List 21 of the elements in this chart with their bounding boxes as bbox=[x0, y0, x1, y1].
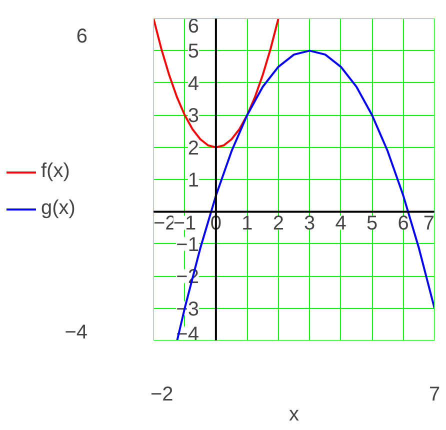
x-tick-label: 5 bbox=[366, 212, 378, 235]
x-tick-label: 3 bbox=[304, 212, 316, 235]
x-tick-label: 7 bbox=[423, 212, 434, 235]
y-tick-label: 6 bbox=[188, 16, 199, 38]
x-tick-label: 4 bbox=[335, 212, 346, 235]
x-tick-label: 2 bbox=[272, 212, 284, 235]
y-tick-label: 3 bbox=[188, 105, 199, 128]
x-axis-title: x bbox=[289, 404, 299, 426]
legend-label: f(x) bbox=[41, 160, 70, 183]
y-tick-label: 5 bbox=[188, 40, 199, 63]
text: 6 bbox=[76, 26, 88, 48]
text: 7 bbox=[428, 384, 440, 406]
y-tick-label: 2 bbox=[188, 137, 199, 160]
y-tick-label: 1 bbox=[188, 170, 199, 192]
text: −2 bbox=[150, 384, 174, 406]
y-tick-label: −1 bbox=[176, 234, 199, 256]
legend-label: g(x) bbox=[41, 197, 76, 220]
x-tick-label: 1 bbox=[242, 212, 253, 235]
x-tick-label: 6 bbox=[398, 212, 409, 235]
text: −4 bbox=[64, 322, 88, 344]
y-tick-label: 4 bbox=[188, 72, 199, 95]
